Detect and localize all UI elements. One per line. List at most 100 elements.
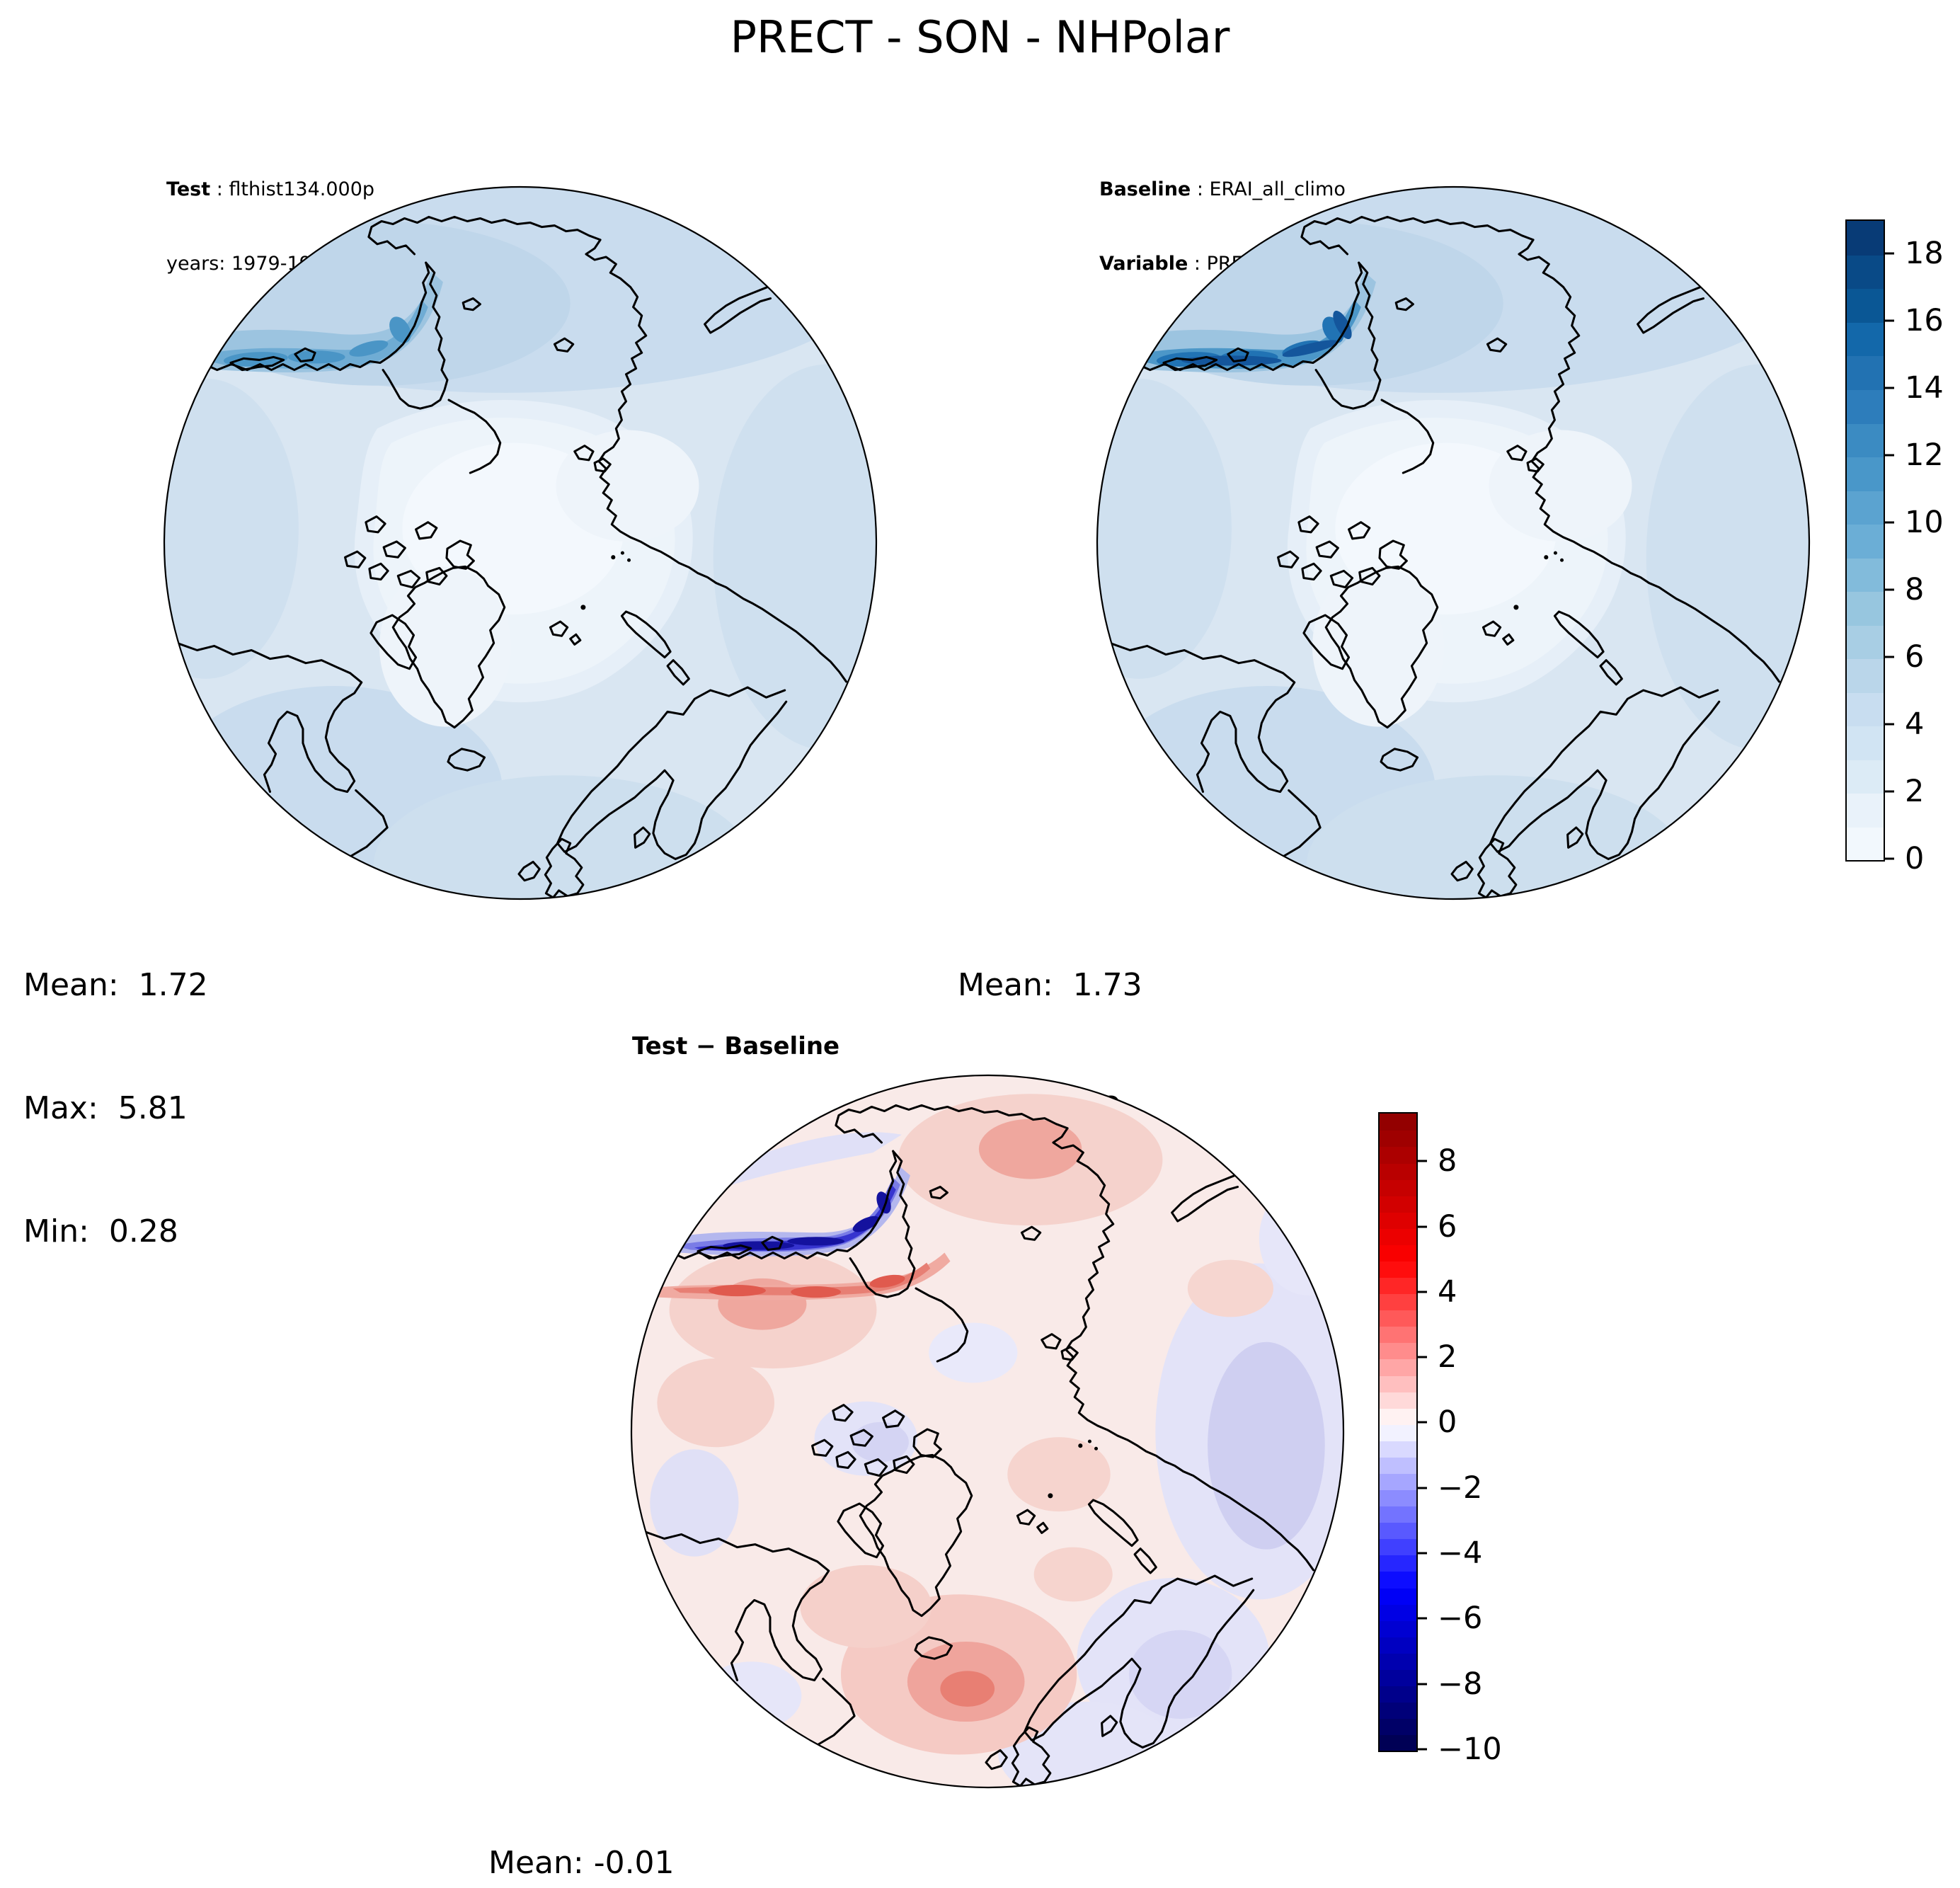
colorbar-segment (1380, 1505, 1416, 1523)
colorbar-tick-label: 14 (1905, 370, 1944, 406)
baseline-label: Baseline (1099, 178, 1191, 200)
colorbar-segment (1847, 254, 1884, 290)
colorbar-segment (1847, 692, 1884, 727)
diff-map-boundary (630, 1074, 1345, 1789)
colorbar-segment (1380, 1717, 1416, 1736)
colorbar-segment (1380, 1407, 1416, 1425)
colorbar-tick (1416, 1487, 1427, 1489)
colorbar-segment (1380, 1358, 1416, 1376)
colorbar-tick (1884, 588, 1894, 591)
colorbar-tick-label: 6 (1905, 639, 1925, 675)
colorbar-segment (1847, 355, 1884, 390)
colorbar-segment (1380, 1538, 1416, 1556)
colorbar-segment (1380, 1146, 1416, 1164)
colorbar-tick-label: 10 (1905, 504, 1944, 540)
colorbar-tick-label: 6 (1438, 1208, 1457, 1245)
colorbar-segment (1380, 1391, 1416, 1409)
colorbar-tick (1416, 1617, 1427, 1620)
colorbar-segment (1847, 456, 1884, 491)
colorbar-tick (1416, 1748, 1427, 1751)
colorbar-segment (1380, 1276, 1416, 1295)
colorbar-segment (1380, 1228, 1416, 1245)
colorbar-tick-label: −6 (1438, 1601, 1483, 1637)
colorbar-tick (1416, 1683, 1427, 1686)
colorbar-segment (1380, 1571, 1416, 1589)
colorbar-tick (1416, 1552, 1427, 1555)
diff-stat-mean: Mean: -0.01 (488, 1845, 675, 1881)
colorbar-tick (1416, 1421, 1427, 1424)
colorbar-segment (1380, 1424, 1416, 1441)
colorbar-tick-label: 0 (1905, 841, 1925, 876)
test-stat-max: Max: 5.81 (23, 1090, 188, 1126)
precip-colorbar-gradient (1845, 219, 1885, 862)
colorbar-segment (1847, 321, 1884, 357)
test-label: Test (166, 178, 211, 200)
colorbar-tick-label: 0 (1438, 1404, 1457, 1441)
colorbar-tick-label: −10 (1438, 1732, 1502, 1767)
test-map (163, 185, 878, 900)
colorbar-segment (1380, 1489, 1416, 1507)
colorbar-segment (1380, 1685, 1416, 1703)
colorbar-tick-label: 8 (1438, 1143, 1457, 1179)
colorbar-segment (1380, 1734, 1416, 1751)
colorbar-segment (1847, 288, 1884, 323)
colorbar-segment (1380, 1309, 1416, 1327)
colorbar-tick (1884, 387, 1894, 389)
variable-label: Variable (1099, 253, 1188, 275)
colorbar-segment (1380, 1555, 1416, 1572)
variable-sep: : (1188, 253, 1207, 275)
colorbar-tick (1884, 723, 1894, 726)
colorbar-tick-label: 8 (1905, 571, 1925, 607)
test-sep: : (210, 178, 229, 200)
colorbar-segment (1380, 1260, 1416, 1278)
colorbar-tick-label: 16 (1905, 302, 1944, 338)
diff-map-positive-blobs (657, 1094, 1273, 1755)
colorbar-segment (1380, 1179, 1416, 1196)
colorbar-segment (1380, 1342, 1416, 1360)
colorbar-segment (1380, 1652, 1416, 1670)
diff-panel-title: Test − Baseline (632, 1032, 840, 1060)
colorbar-tick-label: −2 (1438, 1470, 1483, 1506)
colorbar-segment (1380, 1521, 1416, 1540)
diff-stats: Mean: -0.01 Max: 1.45 Min: -1.94 (488, 1764, 675, 1888)
colorbar-tick-label: 2 (1905, 773, 1925, 809)
colorbar-segment (1847, 826, 1884, 860)
baseline-annotation-line1: Baseline : ERAI_all_climo (1099, 177, 1346, 202)
colorbar-tick (1416, 1160, 1427, 1162)
colorbar-segment (1847, 490, 1884, 525)
colorbar-segment (1380, 1375, 1416, 1392)
colorbar-tick (1884, 656, 1894, 658)
colorbar-segment (1380, 1636, 1416, 1654)
baseline-dataset: ERAI_all_climo (1209, 178, 1346, 200)
test-annotation-line1: Test : flthist134.000p (166, 177, 374, 202)
baseline-sep: : (1191, 178, 1210, 200)
colorbar-segment (1847, 523, 1884, 559)
colorbar-segment (1847, 725, 1884, 760)
colorbar-segment (1847, 658, 1884, 693)
colorbar-tick (1416, 1225, 1427, 1228)
diff-map-streak (644, 1167, 951, 1300)
colorbar-segment (1380, 1472, 1416, 1491)
colorbar-segment (1847, 557, 1884, 593)
colorbar-segment (1380, 1603, 1416, 1621)
colorbar-segment (1847, 792, 1884, 828)
diff-colorbar-gradient (1378, 1112, 1418, 1752)
colorbar-segment (1847, 590, 1884, 626)
colorbar-segment (1380, 1244, 1416, 1262)
colorbar-segment (1380, 1587, 1416, 1605)
colorbar-segment (1380, 1456, 1416, 1475)
colorbar-segment (1380, 1440, 1416, 1458)
colorbar-tick-label: −8 (1438, 1666, 1483, 1702)
test-stat-min: Min: 0.28 (23, 1213, 178, 1249)
colorbar-tick (1884, 790, 1894, 793)
test-dataset: flthist134.000p (229, 178, 375, 200)
colorbar-tick-label: 12 (1905, 437, 1944, 473)
colorbar-tick-label: 4 (1905, 706, 1925, 742)
colorbar-tick-label: −4 (1438, 1535, 1483, 1572)
colorbar-segment (1380, 1325, 1416, 1344)
figure-title: PRECT - SON - NHPolar (730, 11, 1230, 63)
colorbar-segment (1847, 624, 1884, 660)
colorbar-segment (1380, 1114, 1416, 1131)
colorbar-tick (1416, 1356, 1427, 1358)
